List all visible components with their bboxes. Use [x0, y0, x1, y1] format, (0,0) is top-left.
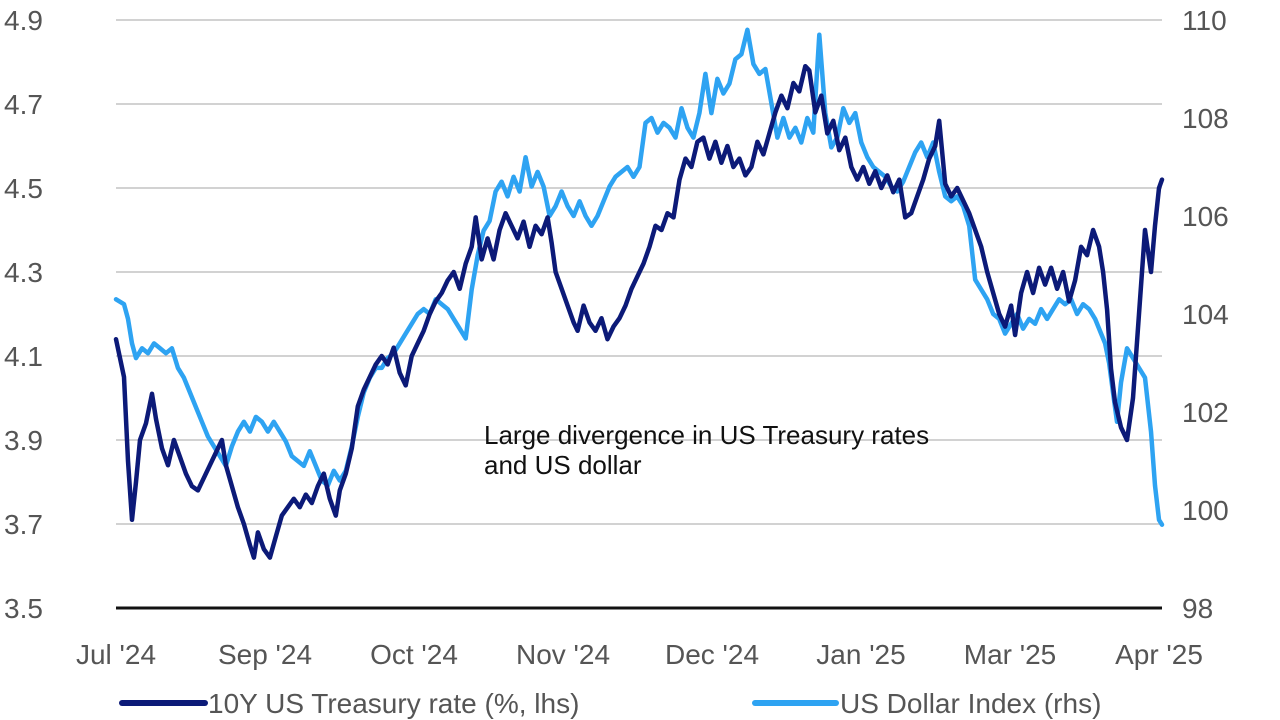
- left-tick-label: 4.1: [4, 341, 43, 372]
- legend-label-dollar: US Dollar Index (rhs): [840, 688, 1101, 719]
- left-tick-label: 4.5: [4, 173, 43, 204]
- left-tick-label: 3.5: [4, 593, 43, 624]
- right-tick-label: 106: [1182, 201, 1229, 232]
- left-tick-label: 4.3: [4, 257, 43, 288]
- right-tick-label: 100: [1182, 495, 1229, 526]
- right-tick-label: 98: [1182, 593, 1213, 624]
- annotation-line-2: and US dollar: [484, 450, 642, 480]
- x-tick-label: Jan '25: [816, 639, 905, 670]
- x-axis-ticks: Jul '24 Sep '24 Oct '24 Nov '24 Dec '24 Jan '…: [76, 639, 1203, 670]
- x-tick-label: Oct '24: [370, 639, 458, 670]
- x-tick-label: Nov '24: [516, 639, 610, 670]
- series-layer: [113, 27, 1165, 560]
- left-tick-label: 4.7: [4, 89, 43, 120]
- left-axis-ticks: 4.9 4.7 4.5 4.3 4.1 3.9 3.7 3.5: [4, 5, 43, 624]
- series-line-dollar: [113, 27, 1165, 527]
- left-tick-label: 4.9: [4, 5, 43, 36]
- right-tick-label: 108: [1182, 103, 1229, 134]
- left-tick-label: 3.9: [4, 425, 43, 456]
- x-tick-label: Apr '25: [1115, 639, 1203, 670]
- right-tick-label: 102: [1182, 397, 1229, 428]
- legend: 10Y US Treasury rate (%, lhs) US Dollar …: [119, 688, 1101, 719]
- x-tick-label: Dec '24: [665, 639, 759, 670]
- legend-label-treasury: 10Y US Treasury rate (%, lhs): [208, 688, 579, 719]
- annotation-line-1: Large divergence in US Treasury rates: [484, 420, 929, 450]
- gridlines: [116, 19, 1162, 610]
- right-tick-label: 110: [1182, 5, 1227, 36]
- right-axis-ticks: 110 108 106 104 102 100 98: [1182, 5, 1229, 624]
- right-tick-label: 104: [1182, 299, 1229, 330]
- legend-item-dollar: US Dollar Index (rhs): [752, 688, 1101, 719]
- legend-item-treasury: 10Y US Treasury rate (%, lhs): [119, 688, 579, 719]
- x-tick-label: Sep '24: [218, 639, 312, 670]
- x-tick-label: Jul '24: [76, 639, 156, 670]
- left-tick-label: 3.7: [4, 509, 43, 540]
- series-line-treasury: [113, 63, 1165, 560]
- x-tick-label: Mar '25: [964, 639, 1057, 670]
